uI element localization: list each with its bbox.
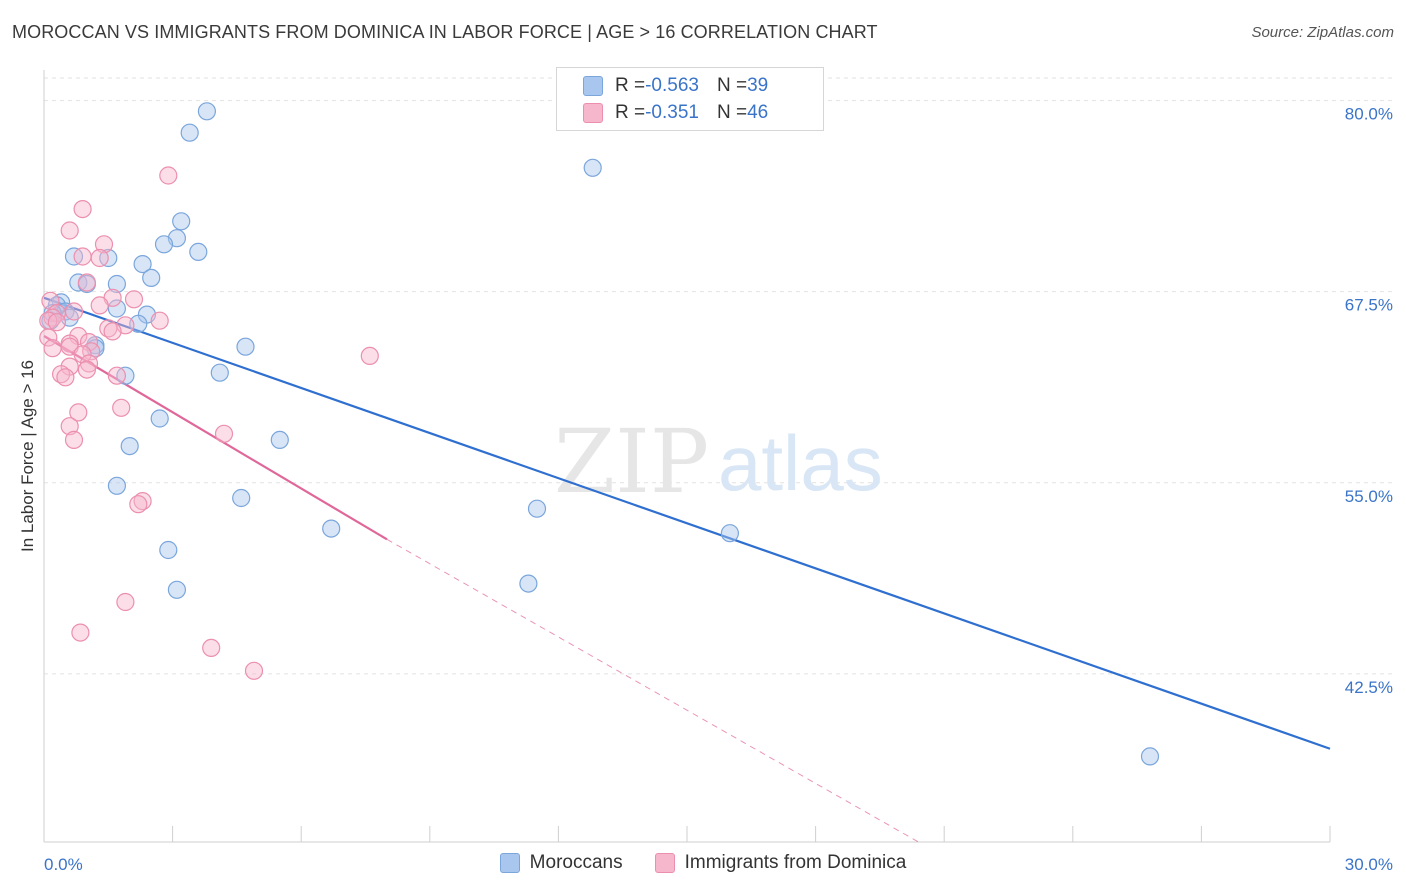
point-dominica [43, 339, 62, 358]
point-moroccans [133, 255, 152, 274]
legend-label-dominica: Immigrants from Dominica [684, 852, 907, 873]
point-dominica [244, 661, 264, 680]
trend-line-moroccans [43, 296, 1331, 750]
legend-r-value: -0.563 [645, 75, 699, 96]
y-axis-label: In Labor Force | Age > 16 [18, 359, 37, 553]
point-moroccans [107, 274, 127, 294]
point-dominica [73, 200, 92, 219]
x-tick-label-min: 0.0% [44, 855, 83, 874]
point-dominica [124, 290, 144, 309]
y-tick-label: 42.5% [1345, 678, 1393, 697]
point-moroccans [210, 363, 229, 382]
point-moroccans [150, 409, 169, 428]
legend-swatch-dominica [583, 103, 603, 123]
legend-r-label: R = [615, 102, 646, 123]
point-dominica [71, 623, 90, 642]
point-dominica [64, 430, 84, 449]
point-dominica [202, 638, 221, 658]
axes [43, 70, 1331, 843]
point-moroccans [197, 102, 216, 121]
source-label: Source: ZipAtlas.com [1251, 24, 1394, 41]
x-tick-label-max: 30.0% [1345, 855, 1393, 874]
legend-n-value: 39 [747, 75, 769, 96]
point-moroccans [583, 158, 602, 177]
point-dominica [94, 235, 114, 254]
legend-label-moroccans: Moroccans [529, 852, 623, 873]
point-moroccans [236, 337, 255, 356]
point-dominica [64, 302, 84, 321]
point-dominica [90, 248, 109, 268]
y-tick-label: 80.0% [1345, 105, 1393, 124]
point-dominica [129, 495, 148, 514]
y-tick-label: 67.5% [1345, 296, 1393, 315]
point-dominica [150, 311, 169, 330]
point-moroccans [322, 519, 341, 538]
x-tick-labels: 0.0% 30.0% [44, 855, 1393, 874]
legend-item-moroccans[interactable]: Moroccans [499, 852, 623, 874]
legend-item-dominica[interactable]: Immigrants from Dominica [654, 852, 907, 874]
point-dominica [39, 328, 58, 347]
point-dominica [112, 398, 131, 417]
trend-line-dominica [43, 335, 388, 541]
point-moroccans [107, 299, 127, 318]
point-dominica [103, 322, 122, 341]
legend-row-dominica: R = -0.351 N = 46 [583, 101, 768, 125]
point-dominica [77, 273, 97, 292]
point-dominica [214, 424, 234, 443]
stats-legend: R = -0.563 N = 39 R = -0.351 N = 46 [556, 67, 824, 131]
point-dominica [360, 346, 379, 365]
point-moroccans [527, 499, 547, 518]
point-moroccans [1140, 747, 1160, 766]
point-moroccans [270, 430, 289, 449]
point-moroccans [189, 242, 208, 261]
legend-swatch-dominica [654, 853, 675, 873]
watermark-atlas: atlas [718, 419, 883, 507]
point-dominica [77, 360, 97, 379]
chart-title: MOROCCAN VS IMMIGRANTS FROM DOMINICA IN … [12, 22, 878, 42]
point-moroccans [167, 580, 186, 599]
point-moroccans [154, 235, 174, 254]
legend-r-value: -0.351 [645, 102, 699, 123]
trend-line-dominica-extension [386, 538, 919, 843]
point-moroccans [180, 123, 199, 142]
legend-n-label: N = [716, 75, 748, 96]
grid-lines [44, 77, 1392, 675]
legend-row-moroccans: R = -0.563 N = 39 [583, 74, 768, 98]
point-moroccans [232, 488, 251, 508]
point-moroccans [720, 524, 740, 543]
point-moroccans [159, 540, 178, 560]
legend-n-label: N = [716, 102, 748, 123]
point-dominica [159, 166, 178, 185]
y-tick-label: 55.0% [1345, 487, 1393, 506]
watermark-zip: ZIP [554, 410, 709, 513]
point-dominica [116, 592, 135, 612]
point-moroccans [107, 476, 127, 495]
point-dominica [107, 366, 127, 385]
point-moroccans [172, 212, 191, 231]
data-points [39, 102, 1160, 766]
point-moroccans [142, 268, 161, 287]
point-dominica [60, 417, 79, 436]
point-dominica [90, 296, 109, 315]
point-dominica [73, 247, 92, 266]
point-dominica [69, 403, 88, 422]
trend-lines [43, 296, 1331, 843]
point-dominica [60, 221, 79, 240]
legend-swatch-moroccans [583, 76, 603, 96]
point-dominica [56, 368, 75, 387]
y-tick-labels: 42.5% 55.0% 67.5% 80.0% [1345, 105, 1393, 697]
legend-n-value: 46 [747, 102, 769, 123]
legend-swatch-moroccans [499, 853, 520, 873]
point-dominica [47, 313, 67, 332]
legend-r-label: R = [615, 75, 646, 96]
point-moroccans [120, 437, 139, 456]
series-legend: Moroccans Immigrants from Dominica [0, 852, 1406, 874]
point-moroccans [519, 574, 538, 593]
